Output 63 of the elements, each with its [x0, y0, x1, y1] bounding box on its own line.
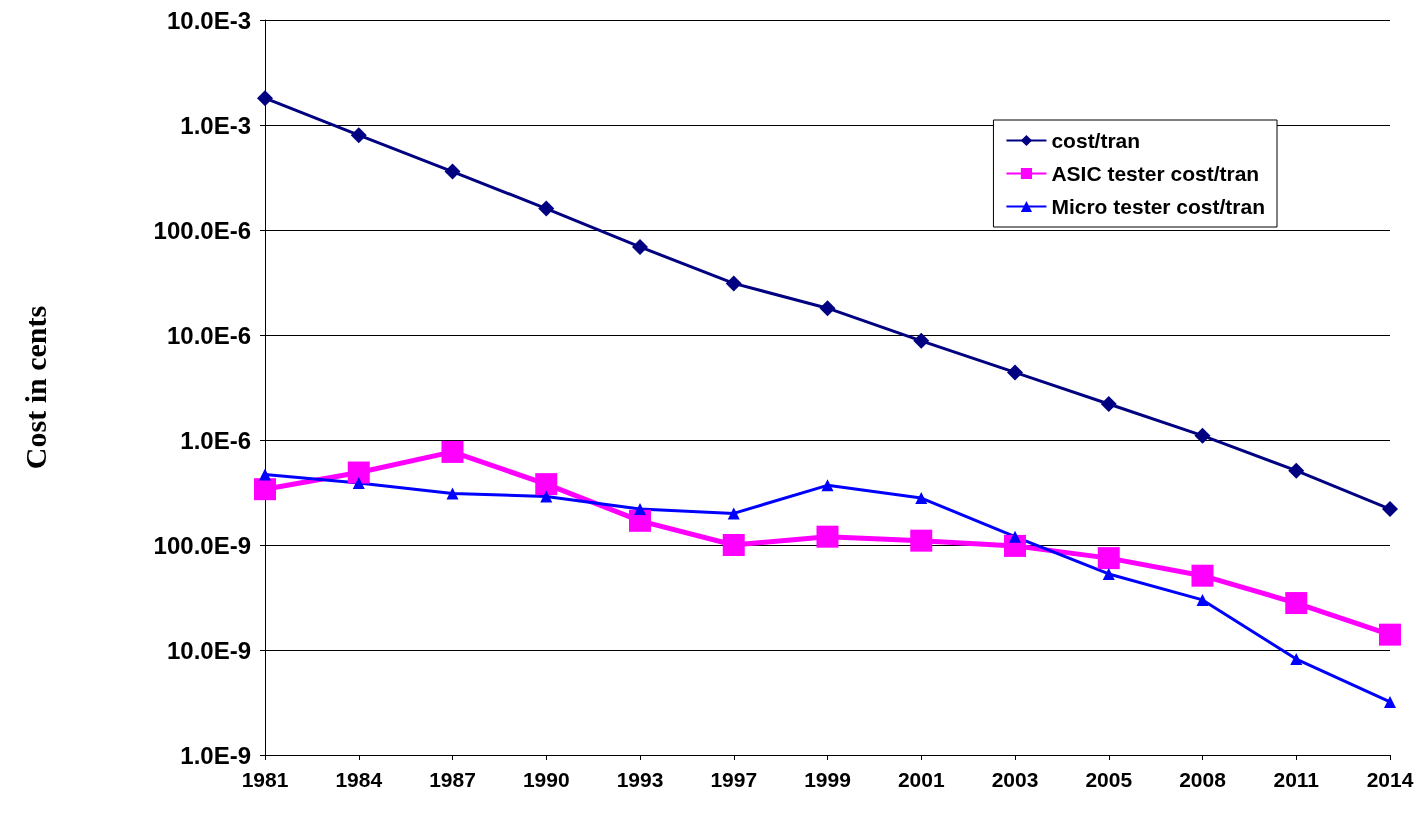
- x-tick-label: 2008: [1179, 768, 1227, 791]
- point: [1384, 695, 1396, 708]
- x-tick-label: 1987: [429, 768, 476, 791]
- point: [254, 478, 276, 501]
- y-tick-label: 100.0E-6: [153, 216, 251, 244]
- point: [1097, 547, 1120, 570]
- point: [727, 507, 740, 520]
- point: [1379, 623, 1401, 646]
- x-tick-label: 2005: [1085, 768, 1133, 791]
- y-tick-label: 10.0E-3: [166, 6, 251, 34]
- point: [1382, 501, 1398, 518]
- x-tick-label: 2001: [897, 768, 945, 791]
- legend-label: ASIC tester cost/tran: [1051, 162, 1260, 185]
- y-tick-label: 1.0E-3: [180, 111, 251, 139]
- point: [444, 163, 461, 180]
- point: [1102, 567, 1115, 580]
- point: [352, 476, 365, 489]
- point: [1100, 396, 1117, 413]
- y-tick-label: 100.0E-9: [153, 531, 251, 559]
- point: [722, 534, 745, 556]
- point: [350, 127, 367, 144]
- point: [257, 90, 273, 107]
- point: [1007, 364, 1023, 381]
- point: [821, 479, 834, 492]
- x-tick-label: 2011: [1273, 768, 1320, 791]
- point: [1285, 592, 1308, 615]
- point: [1196, 593, 1209, 606]
- x-tick-label: 1997: [710, 768, 758, 791]
- point: [725, 275, 742, 292]
- legend-label: Micro tester cost/tran: [1051, 195, 1265, 218]
- point: [1191, 564, 1214, 587]
- point: [634, 503, 646, 516]
- legend-label: cost/tran: [1051, 129, 1141, 152]
- point: [1194, 427, 1211, 444]
- point: [910, 529, 933, 552]
- x-tick-label: 1984: [335, 768, 383, 791]
- point: [913, 332, 930, 349]
- point: [629, 509, 651, 532]
- y-axis-title: Cost in cents: [18, 305, 52, 470]
- y-tick-label: 1.0E-6: [180, 426, 251, 454]
- y-tick-label: 10.0E-9: [166, 636, 251, 664]
- x-tick-label: 2003: [991, 768, 1039, 791]
- point: [1288, 462, 1305, 479]
- point: [347, 461, 370, 484]
- point: [1009, 530, 1021, 543]
- point: [259, 468, 271, 481]
- point: [446, 487, 459, 500]
- point: [816, 525, 839, 548]
- x-tick-label: 1990: [522, 768, 570, 791]
- x-tick-label: 1993: [616, 768, 664, 791]
- point: [819, 300, 836, 317]
- point: [441, 440, 464, 463]
- y-tick-label: 1.0E-9: [180, 741, 251, 769]
- point: [1290, 653, 1303, 666]
- point: [538, 200, 555, 217]
- x-tick-label: 1999: [804, 768, 851, 791]
- point: [632, 238, 648, 255]
- point: [915, 492, 928, 505]
- y-tick-label: 10.0E-6: [166, 321, 251, 349]
- point: [535, 473, 558, 496]
- x-tick-label: 2014: [1366, 768, 1414, 791]
- x-tick-label: 1981: [241, 768, 289, 791]
- point: [540, 490, 553, 503]
